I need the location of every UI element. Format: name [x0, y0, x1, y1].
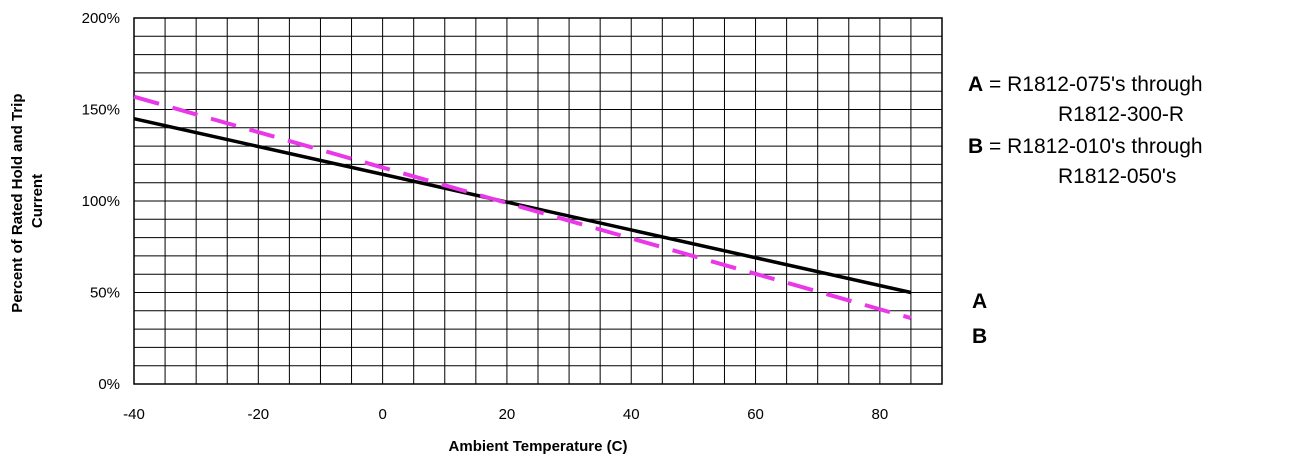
- legend: A = R1812-075's through R1812-300-R B = …: [968, 74, 1203, 196]
- y-tick-label: 200%: [82, 10, 120, 27]
- legend-key-b: B: [968, 135, 984, 158]
- series-a-end-label: A: [972, 290, 988, 313]
- y-axis-title: Percent of Rated Hold and Trip Current: [9, 89, 46, 312]
- y-tick-label: 50%: [90, 285, 120, 302]
- x-tick-label: 60: [747, 406, 764, 423]
- y-tick-labels: 0% 50% 100% 150% 200%: [82, 10, 120, 393]
- legend-text-b-cont: R1812-050's: [1058, 165, 1177, 188]
- plot-frame: [133, 17, 943, 385]
- y-tick-label: 100%: [82, 193, 120, 210]
- legend-key-a: A: [968, 73, 984, 96]
- y-tick-label: 150%: [82, 102, 120, 119]
- y-tick-label: 0%: [98, 376, 120, 393]
- y-axis-title-line-2: Current: [29, 174, 46, 228]
- x-tick-label: 20: [499, 406, 516, 423]
- x-axis-title: Ambient Temperature (C): [449, 438, 628, 455]
- x-tick-labels: -40 -20 0 20 40 60 80: [123, 406, 888, 423]
- x-tick-label: 80: [872, 406, 889, 423]
- plot-grid: [134, 18, 942, 384]
- x-tick-label: -40: [123, 406, 145, 423]
- legend-entry-b: B = R1812-010's through: [968, 136, 1203, 166]
- series-b-end-label: B: [972, 325, 988, 348]
- legend-text-a: = R1812-075's through: [983, 73, 1203, 96]
- legend-entry-a: A = R1812-075's through: [968, 74, 1203, 104]
- x-tick-label: 0: [378, 406, 386, 423]
- x-tick-label: 40: [623, 406, 640, 423]
- legend-text-b: = R1812-010's through: [983, 135, 1203, 158]
- y-axis-title-line-1: Percent of Rated Hold and Trip: [9, 93, 26, 312]
- legend-text-a-cont: R1812-300-R: [1058, 103, 1185, 126]
- series-lines: [133, 94, 912, 321]
- series-line-b: [133, 94, 912, 321]
- x-tick-label: -20: [247, 406, 269, 423]
